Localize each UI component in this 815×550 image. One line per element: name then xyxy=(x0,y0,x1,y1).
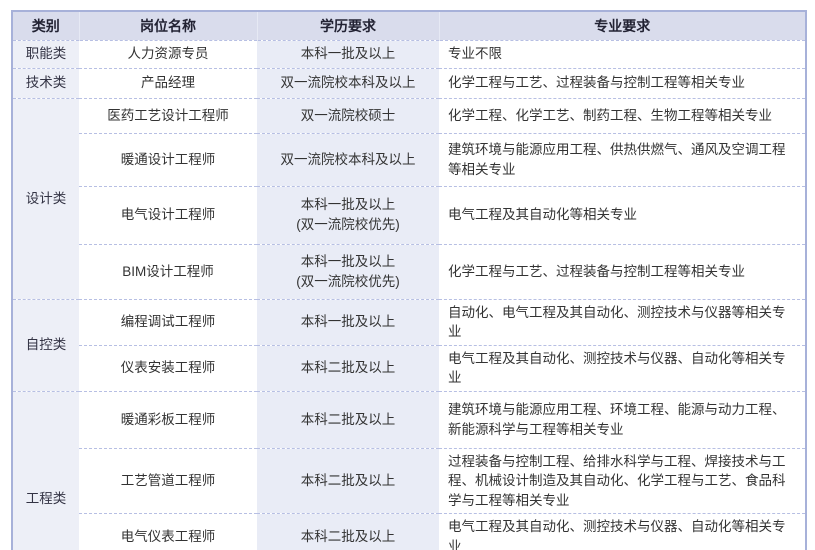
position-cell: BIM设计工程师 xyxy=(79,243,257,299)
category-cell: 技术类 xyxy=(12,67,79,98)
position-cell: 产品经理 xyxy=(79,67,257,98)
recruitment-table-container: 类别 岗位名称 学历要求 专业要求 职能类 人力资源专员 本科一批及以上 专业不… xyxy=(11,10,807,550)
education-cell: 本科二批及以上 xyxy=(257,344,439,392)
position-cell: 暖通设计工程师 xyxy=(79,132,257,186)
table-row: 电气设计工程师 本科一批及以上 (双一流院校优先) 电气工程及其自动化等相关专业 xyxy=(12,185,806,244)
education-text: 本科一批及以上 xyxy=(300,253,396,269)
education-note: (双一流院校优先) xyxy=(296,217,400,232)
education-text: 本科一批及以上 xyxy=(300,197,396,213)
table-row: 设计类 医药工艺设计工程师 双一流院校硕士 化学工程、化学工艺、制药工程、生物工… xyxy=(12,97,806,299)
education-note: (双一流院校优先) xyxy=(296,273,400,289)
table-row: 电气仪表工程师 本科二批及以上 电气工程及其自动化、测控技术与仪器、自动化等相关… xyxy=(12,513,806,550)
position-cell: 暖通彩板工程师 xyxy=(79,390,257,449)
education-text: 本科一批及以上 xyxy=(300,314,396,330)
education-text: 本科二批及以上 xyxy=(300,473,396,489)
position-cell: 电气仪表工程师 xyxy=(79,513,257,550)
table-row: BIM设计工程师 本科一批及以上 (双一流院校优先) 化学工程与工艺、过程装备与… xyxy=(12,243,806,299)
category-cell: 自控类 xyxy=(12,298,79,392)
major-cell: 电气工程及其自动化、测控技术与仪器、自动化等相关专业 xyxy=(439,344,806,392)
education-cell: 本科一批及以上 (双一流院校优先) xyxy=(257,185,439,244)
major-cell: 电气工程及其自动化等相关专业 xyxy=(439,185,806,244)
major-cell: 专业不限 xyxy=(439,39,806,68)
major-cell: 化学工程、化学工艺、制药工程、生物工程等相关专业 xyxy=(439,97,806,133)
major-cell: 化学工程与工艺、过程装备与控制工程等相关专业 xyxy=(439,67,806,98)
table-row: 暖通设计工程师 双一流院校本科及以上 建筑环境与能源应用工程、供热供燃气、通风及… xyxy=(12,132,806,186)
category-cell: 设计类 xyxy=(12,97,79,299)
major-cell: 过程装备与控制工程、给排水科学与工程、焊接技术与工程、机械设计制造及其自动化、化… xyxy=(439,447,806,514)
education-cell: 本科一批及以上 (双一流院校优先) xyxy=(257,243,439,299)
position-cell: 电气设计工程师 xyxy=(79,185,257,244)
table-row: 工艺管道工程师 本科二批及以上 过程装备与控制工程、给排水科学与工程、焊接技术与… xyxy=(12,447,806,514)
education-cell: 本科二批及以上 xyxy=(257,390,439,449)
education-cell: 双一流院校硕士 xyxy=(257,97,439,133)
position-cell: 仪表安装工程师 xyxy=(79,344,257,392)
education-cell: 本科一批及以上 xyxy=(257,39,439,68)
education-cell: 双一流院校本科及以上 xyxy=(257,132,439,186)
major-cell: 化学工程与工艺、过程装备与控制工程等相关专业 xyxy=(439,243,806,299)
position-cell: 医药工艺设计工程师 xyxy=(79,97,257,133)
table-row: 工程类 暖通彩板工程师 本科二批及以上 建筑环境与能源应用工程、环境工程、能源与… xyxy=(12,390,806,550)
education-cell: 本科二批及以上 xyxy=(257,513,439,550)
recruitment-table: 类别 岗位名称 学历要求 专业要求 职能类 人力资源专员 本科一批及以上 专业不… xyxy=(11,10,807,550)
table-row: 技术类 产品经理 双一流院校本科及以上 化学工程与工艺、过程装备与控制工程等相关… xyxy=(12,67,806,98)
position-cell: 编程调试工程师 xyxy=(79,298,257,346)
table-row: 自控类 编程调试工程师 本科一批及以上 自动化、电气工程及其自动化、测控技术与仪… xyxy=(12,298,806,392)
education-text: 双一流院校硕士 xyxy=(300,107,396,123)
education-cell: 本科二批及以上 xyxy=(257,447,439,514)
major-cell: 自动化、电气工程及其自动化、测控技术与仪器等相关专业 xyxy=(439,298,806,346)
major-cell: 建筑环境与能源应用工程、供热供燃气、通风及空调工程等相关专业 xyxy=(439,132,806,186)
education-text: 本科二批及以上 xyxy=(300,529,396,545)
column-header-major: 专业要求 xyxy=(438,11,806,40)
education-text: 本科一批及以上 xyxy=(300,46,396,62)
education-text: 本科二批及以上 xyxy=(300,360,396,376)
header-row: 类别 岗位名称 学历要求 专业要求 xyxy=(12,11,806,40)
education-text: 本科二批及以上 xyxy=(300,411,396,427)
column-header-category: 类别 xyxy=(12,11,79,40)
education-cell: 双一流院校本科及以上 xyxy=(257,67,439,98)
table-row: 职能类 人力资源专员 本科一批及以上 专业不限 xyxy=(12,39,806,68)
column-header-position: 岗位名称 xyxy=(78,11,257,40)
education-text: 双一流院校本科及以上 xyxy=(280,151,416,167)
table-row: 仪表安装工程师 本科二批及以上 电气工程及其自动化、测控技术与仪器、自动化等相关… xyxy=(12,344,806,392)
category-cell: 职能类 xyxy=(12,39,79,68)
major-cell: 建筑环境与能源应用工程、环境工程、能源与动力工程、新能源科学与工程等相关专业 xyxy=(439,390,806,449)
major-cell: 电气工程及其自动化、测控技术与仪器、自动化等相关专业 xyxy=(439,513,806,550)
education-cell: 本科一批及以上 xyxy=(257,298,439,346)
education-text: 双一流院校本科及以上 xyxy=(280,75,416,91)
column-header-education: 学历要求 xyxy=(256,11,439,40)
position-cell: 人力资源专员 xyxy=(79,39,257,68)
category-cell: 工程类 xyxy=(12,390,79,550)
position-cell: 工艺管道工程师 xyxy=(79,447,257,514)
